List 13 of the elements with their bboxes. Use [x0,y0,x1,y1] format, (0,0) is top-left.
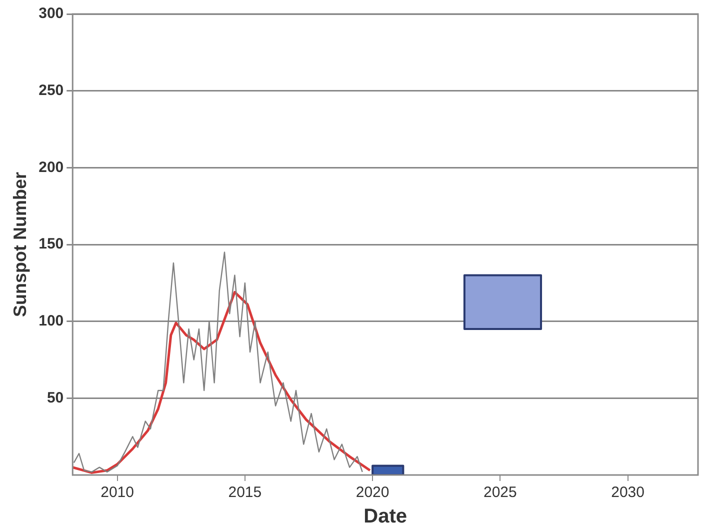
x-axis-title: Date [364,506,407,528]
x-tick-label: 2015 [228,484,262,502]
y-tick-label: 100 [38,312,64,330]
x-tick-label: 2030 [611,484,644,502]
x-tick-label: 2010 [100,484,134,502]
y-tick-label: 250 [38,82,64,99]
x-tick-label: 2025 [483,484,517,502]
y-axis-title: Sunspot Number [10,172,30,318]
y-tick-label: 300 [38,5,64,22]
y-tick-label: 150 [38,236,64,253]
y-tick-label: 50 [46,389,64,406]
x-tick-label: 2020 [356,484,390,502]
y-tick-label: 200 [38,158,64,176]
